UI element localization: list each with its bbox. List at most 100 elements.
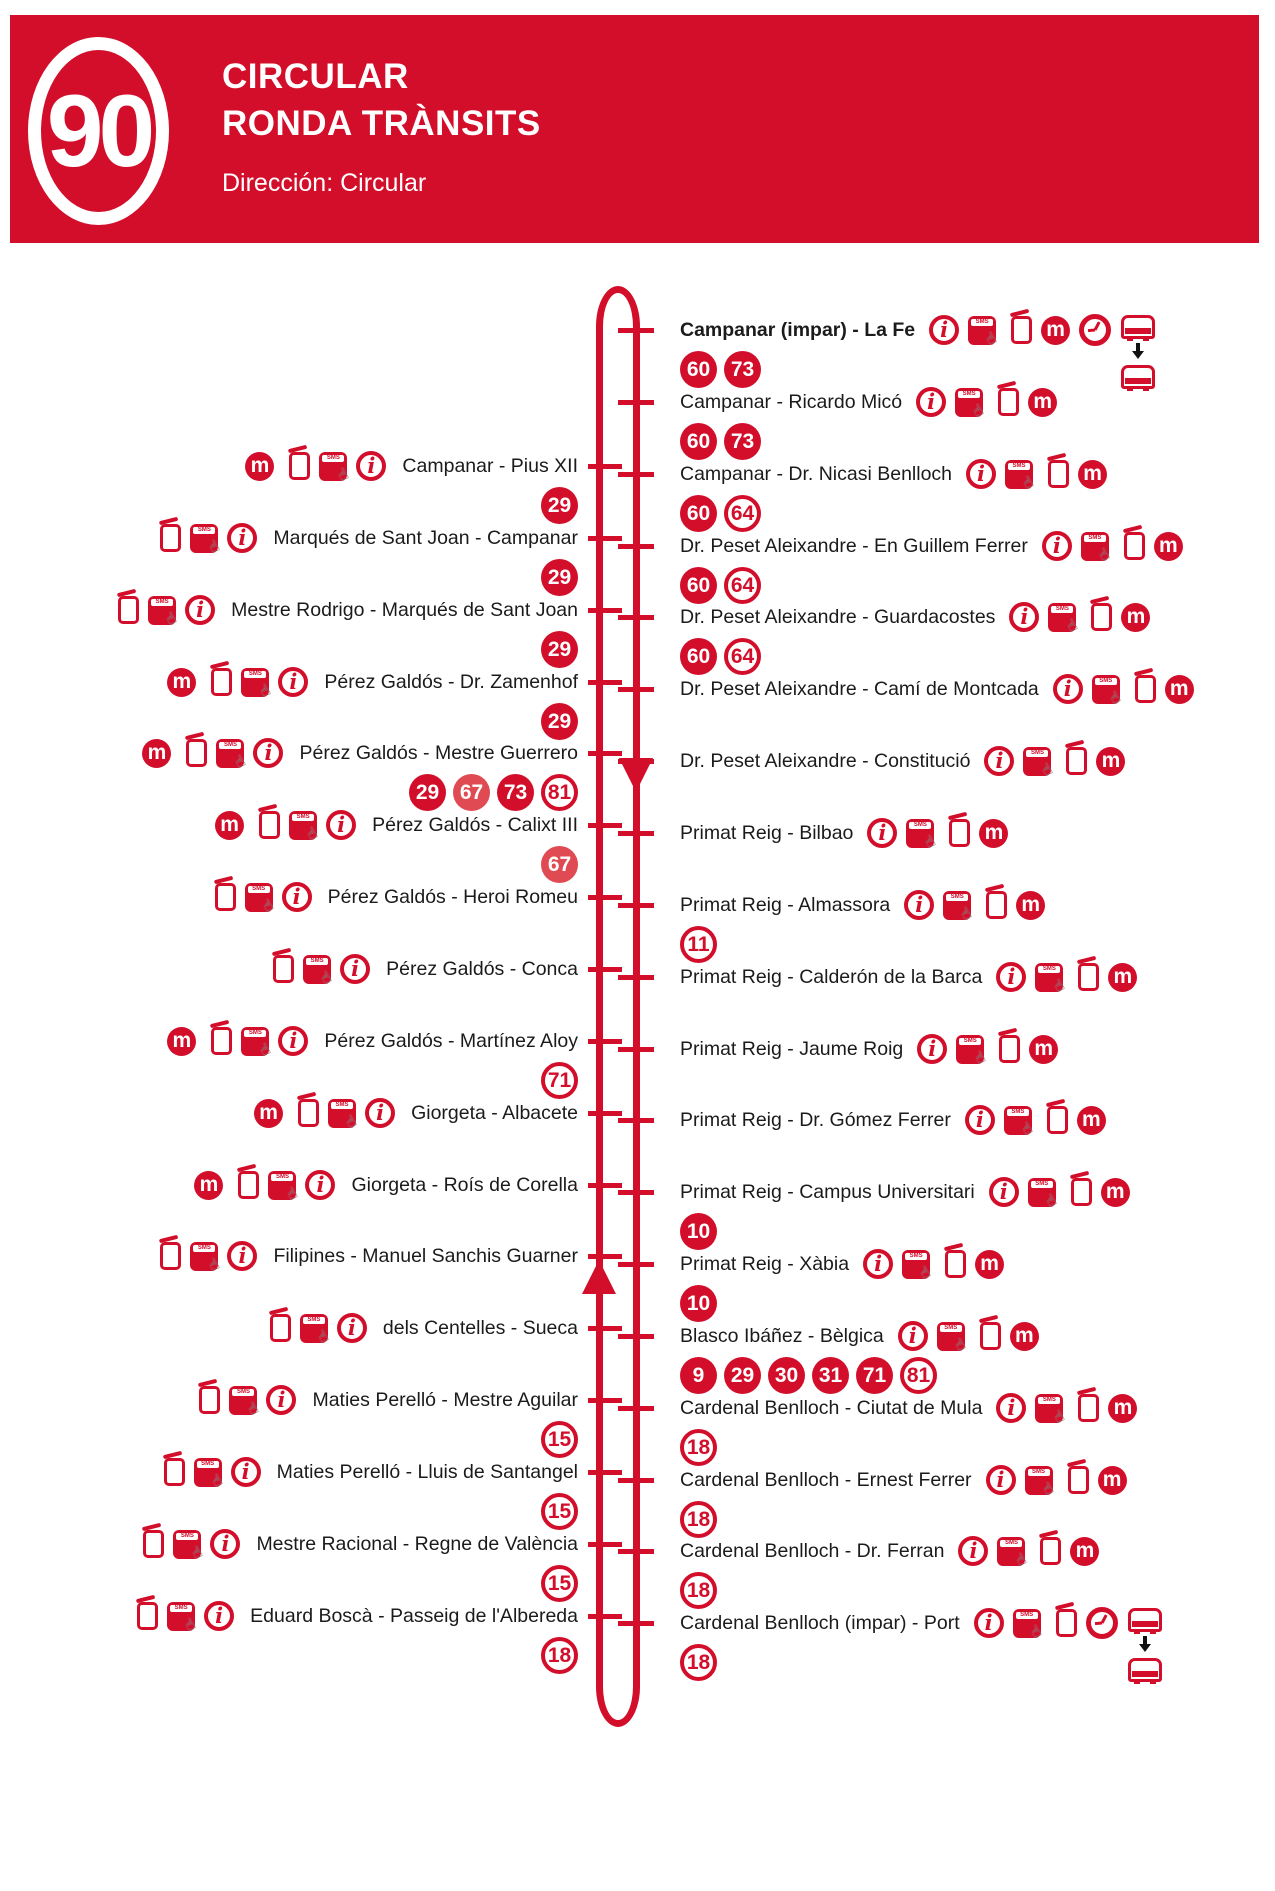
line-badge: 60 (680, 495, 717, 532)
connection-badges: 60 64 (680, 638, 761, 675)
stop-tick (588, 1398, 622, 1403)
info-icon: i (281, 882, 312, 912)
info-icon: i (253, 738, 284, 768)
pole-lid (268, 1306, 289, 1315)
transfer-down-arrow-icon (1132, 343, 1145, 359)
stop-tick (618, 759, 654, 764)
pole-lid (1054, 1601, 1074, 1610)
sms-band: SMS (193, 526, 216, 534)
line-badge: 18 (680, 1572, 717, 1609)
sms-info-icon: SMS ☝ (216, 738, 248, 772)
info-icon: i (1052, 674, 1083, 704)
bus-transfer-icon (1120, 315, 1156, 391)
sms-band: SMS (1038, 965, 1061, 973)
line-badge: 60 (680, 567, 717, 604)
pointing-hand-glyph: ☝ (1018, 1117, 1036, 1139)
bus-stop-pole-icon (162, 1450, 185, 1486)
stop-row: Campanar (impar) - La Fe i SMS ☝ m (680, 308, 1156, 391)
sms-info-icon: SMS ☝ (190, 523, 222, 557)
sms-info-icon: SMS ☝ (319, 451, 351, 485)
pointing-hand-glyph: ☝ (916, 1261, 934, 1283)
stop-tick (588, 1254, 622, 1259)
info-icon: i (230, 1457, 261, 1487)
sms-band: SMS (958, 390, 981, 398)
metro-icon: m (975, 1249, 1005, 1279)
info-glyph: i (927, 388, 936, 414)
sms-band: SMS (176, 1532, 199, 1540)
bus-stop-pole-icon (997, 380, 1020, 416)
info-glyph: i (238, 1242, 247, 1268)
sms-info-icon: SMS ☝ (1024, 1465, 1056, 1499)
pointing-hand-glyph: ☝ (187, 1541, 206, 1563)
line-badge: 30 (768, 1357, 805, 1394)
connection-badges: 15 (541, 1493, 578, 1530)
stop-tick (618, 1190, 654, 1195)
sms-band: SMS (959, 1037, 982, 1045)
pole-lid (296, 1091, 317, 1100)
info-glyph: i (264, 739, 273, 765)
stop-name: Primat Reig - Campus Universitari (680, 1180, 975, 1203)
metro-icon: m (1096, 746, 1126, 776)
info-icon: i (984, 746, 1015, 776)
info-glyph: i (351, 955, 360, 981)
sms-band: SMS (939, 1324, 962, 1332)
metro-icon: m (1078, 459, 1108, 489)
stop-name: Mestre Rodrigo - Marqués de Sant Joan (231, 598, 578, 621)
bus-stop-pole-icon (257, 803, 281, 839)
sms-band: SMS (306, 957, 329, 965)
pole-lid (1039, 1529, 1059, 1538)
bus-stop-pole-icon (210, 1019, 233, 1055)
stop-tick (588, 536, 622, 541)
pointing-hand-glyph: ☝ (920, 830, 939, 852)
connection-badges: 18 (541, 1637, 578, 1674)
stop-row: m SMS ☝ i Giorgeta - Roís de Corella (194, 1163, 578, 1204)
sms-band: SMS (1083, 534, 1106, 542)
pointing-hand-glyph: ☝ (230, 750, 249, 772)
bus-stop-pole-icon (296, 1091, 320, 1127)
connection-badges: 60 73 (680, 423, 761, 460)
info-glyph: i (996, 1466, 1005, 1492)
pointing-hand-glyph: ☝ (303, 822, 321, 844)
info-icon: i (958, 1536, 989, 1566)
sms-info-icon: SMS ☝ (229, 1385, 261, 1419)
stop-name: Cardenal Benlloch - Dr. Ferran (680, 1539, 945, 1562)
line-badge: 10 (680, 1285, 717, 1322)
sms-info-icon: SMS ☝ (968, 315, 1000, 349)
stop-row: SMS ☝ i Pérez Galdós - Heroi Romeu (209, 875, 578, 916)
sms-info-icon: SMS ☝ (1023, 746, 1055, 780)
sms-info-icon: SMS ☝ (1027, 1177, 1060, 1211)
bus-stop-pole-icon (1039, 1529, 1062, 1565)
line-badge: 60 (680, 351, 717, 388)
stop-row: SMS ☝ i Maties Perelló - Mestre Aguilar (193, 1378, 578, 1419)
info-glyph: i (1063, 675, 1072, 701)
header-banner: 90 CIRCULAR RONDA TRÀNSITS Dirección: Ci… (10, 15, 1259, 243)
stop-row: SMS ☝ i Eduard Boscà - Passeig de l'Albered… (131, 1594, 578, 1635)
pole-lid (1069, 1170, 1089, 1179)
stop-tick (618, 903, 654, 908)
line-badge: 29 (409, 774, 446, 811)
line-badge: 71 (541, 1062, 578, 1099)
connection-badges: 60 73 (680, 351, 761, 388)
metro-icon: m (167, 1026, 197, 1056)
pointing-hand-glyph: ☝ (1049, 974, 1068, 996)
info-glyph: i (1007, 963, 1016, 989)
sms-band: SMS (946, 893, 969, 901)
stop-name: Maties Perelló - Lluis de Santangel (276, 1460, 578, 1483)
stop-name: Cardenal Benlloch - Ernest Ferrer (680, 1468, 972, 1491)
stop-row: Dr. Peset Aleixandre - Constitució i SMS ☝ m (680, 739, 1126, 780)
pointing-hand-glyph: ☝ (1026, 1620, 1045, 1642)
connection-badges: 29 (541, 703, 578, 740)
pointing-hand-glyph: ☝ (314, 1325, 332, 1347)
metro-icon: m (1076, 1105, 1106, 1135)
pole-lid (1045, 1098, 1066, 1107)
info-glyph: i (376, 1099, 385, 1125)
bus-stop-pole-icon (1122, 524, 1145, 560)
stop-row: SMS ☝ i Mestre Rodrigo - Marqués de Sant Jo… (112, 588, 578, 629)
sms-info-icon: SMS ☝ (148, 595, 180, 629)
line-badge: 60 (680, 423, 717, 460)
connection-badges: 11 (680, 926, 717, 963)
pointing-hand-glyph: ☝ (1011, 1548, 1030, 1570)
pole-lid (210, 660, 230, 669)
connection-badges: 29 67 73 81 (409, 774, 578, 811)
